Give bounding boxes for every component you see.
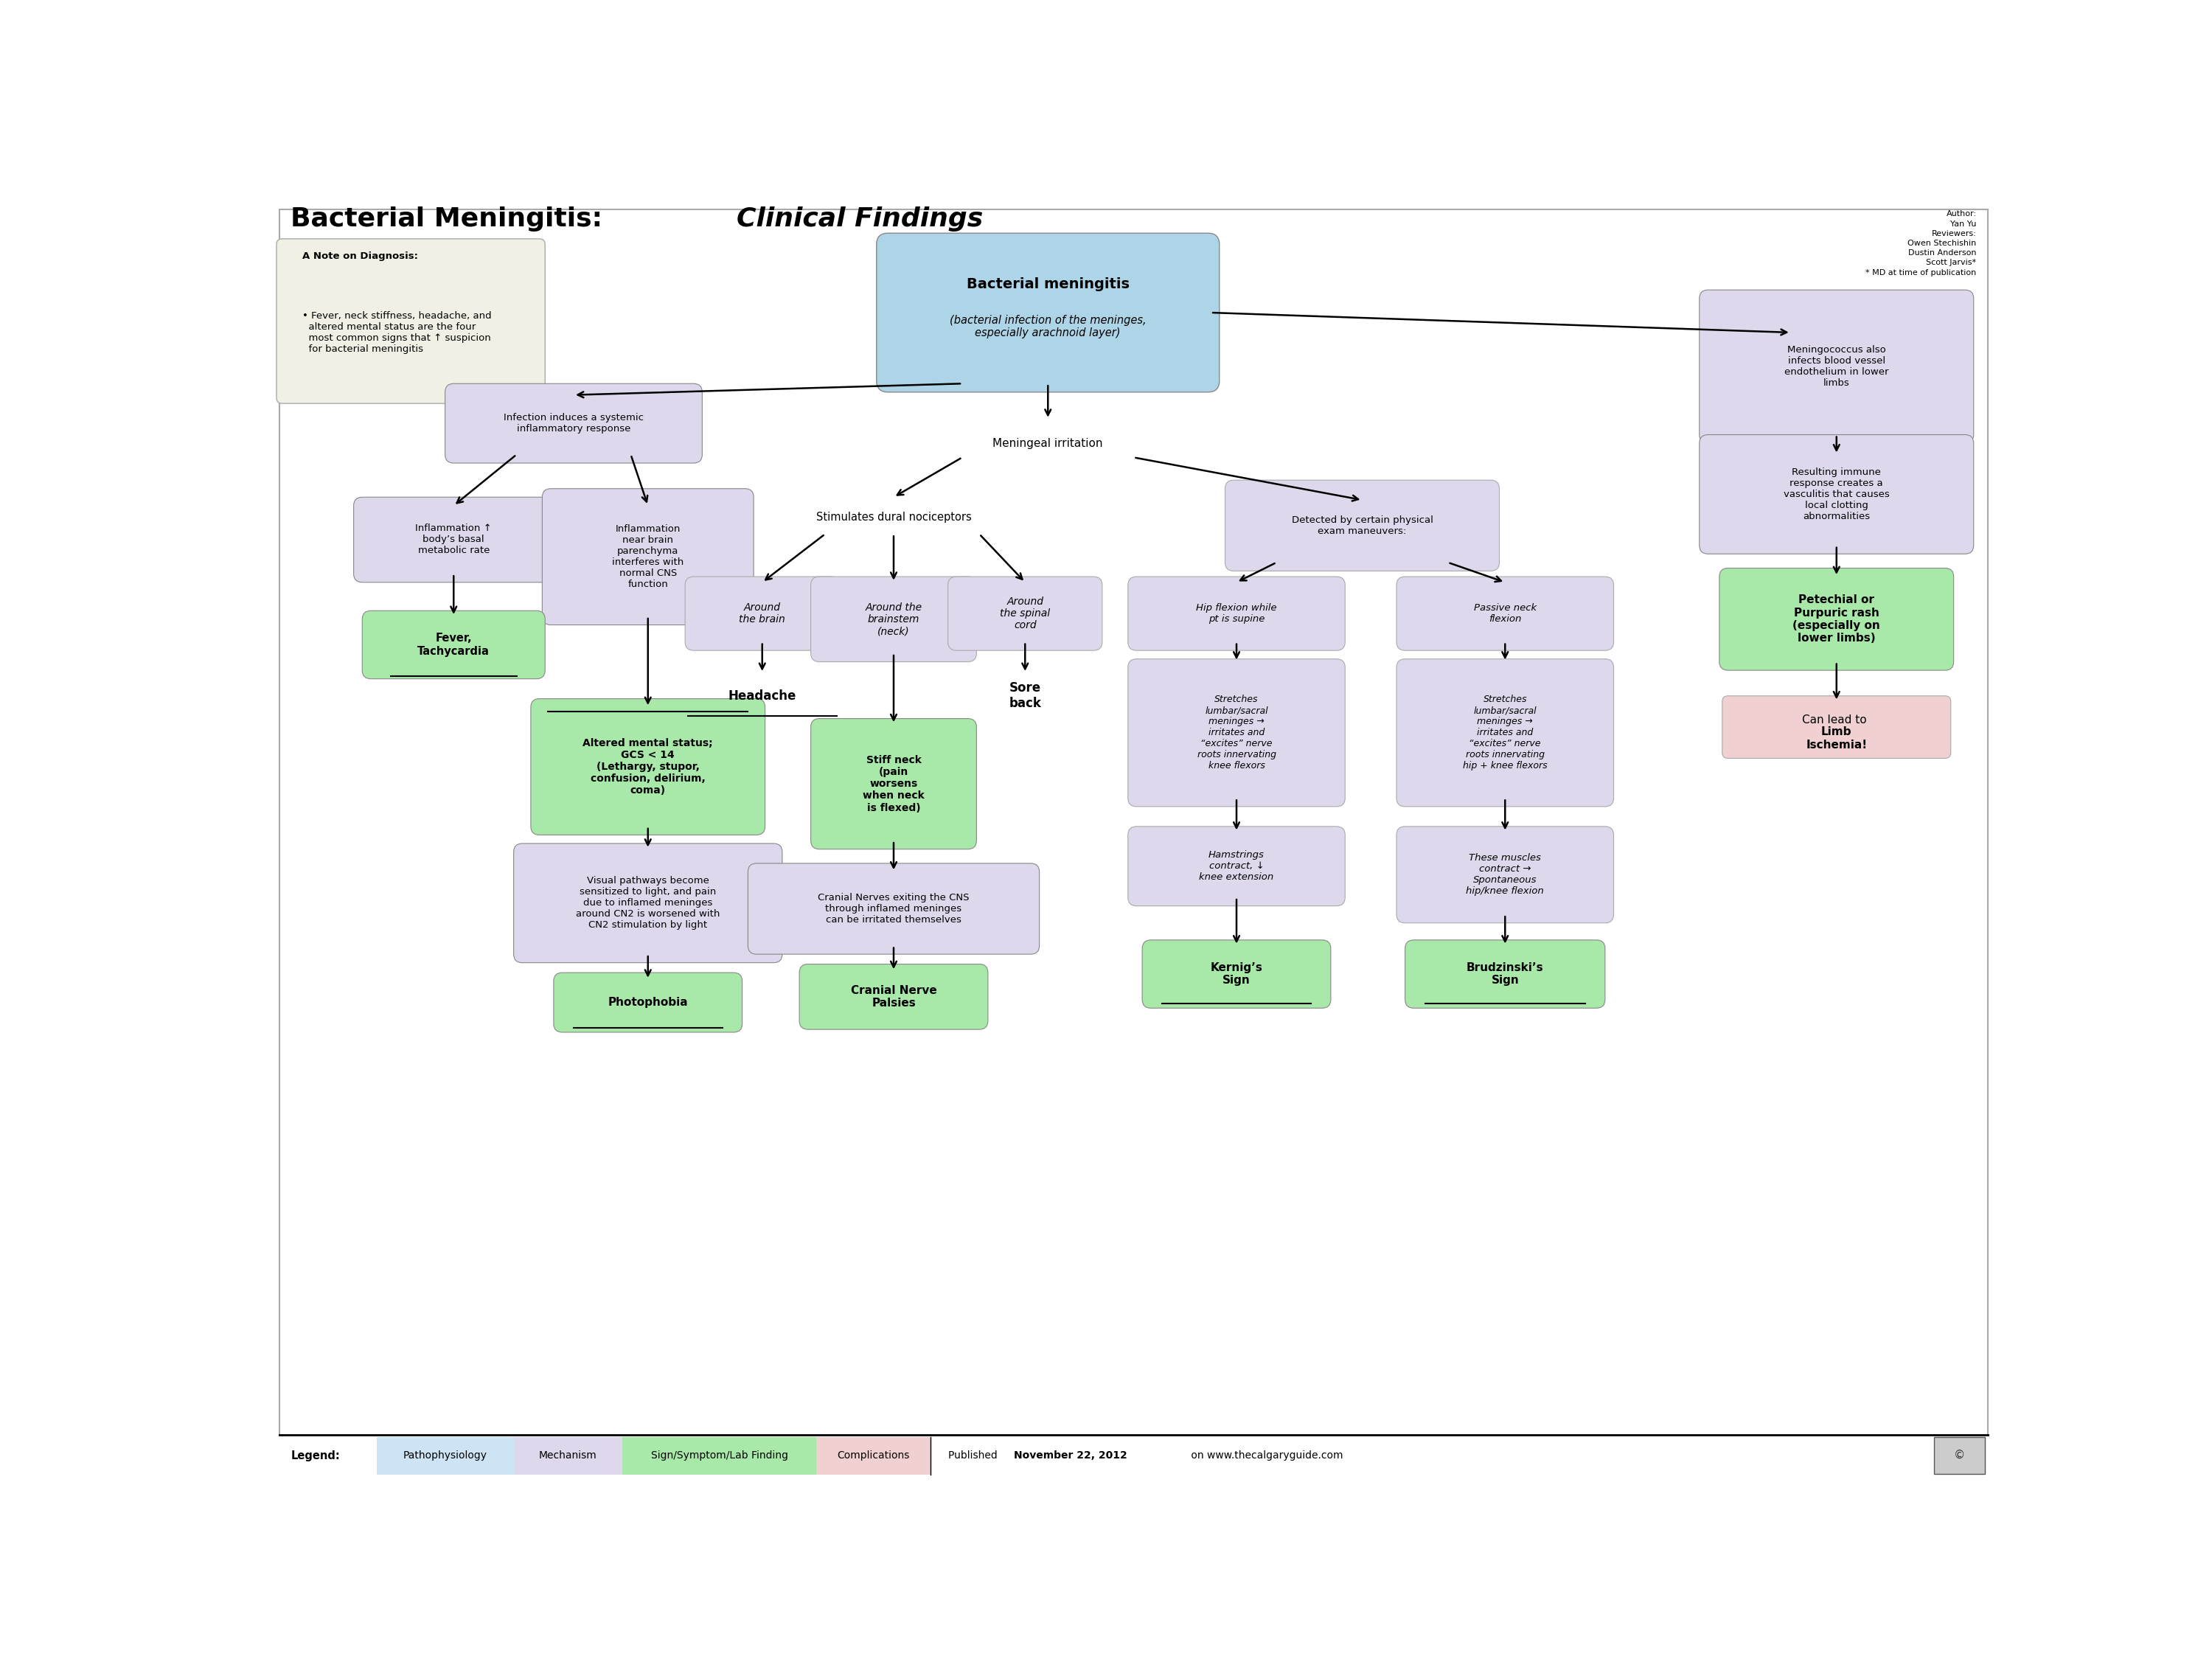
FancyBboxPatch shape: [1699, 290, 1973, 443]
Text: Altered mental status;
GCS < 14
(Lethargy, stupor,
confusion, delirium,
coma): Altered mental status; GCS < 14 (Letharg…: [582, 738, 712, 796]
FancyBboxPatch shape: [949, 577, 1102, 650]
Text: Complications: Complications: [838, 1450, 909, 1460]
Text: Limb
Ischemia!: Limb Ischemia!: [1805, 727, 1867, 750]
Text: Can lead to: Can lead to: [1803, 715, 1871, 725]
FancyBboxPatch shape: [748, 863, 1040, 954]
FancyBboxPatch shape: [531, 698, 765, 834]
Text: Detected by certain physical
exam maneuvers:: Detected by certain physical exam maneuv…: [1292, 516, 1433, 536]
Text: Author:
Yan Yu
Reviewers:
Owen Stechishin
Dustin Anderson
Scott Jarvis*
* MD at : Author: Yan Yu Reviewers: Owen Stechishi…: [1865, 211, 1978, 275]
Text: A Note on Diagnosis:: A Note on Diagnosis:: [303, 251, 418, 260]
Text: Stiff neck
(pain
worsens
when neck
is flexed): Stiff neck (pain worsens when neck is fl…: [863, 755, 925, 813]
Text: Passive neck
flexion: Passive neck flexion: [1473, 604, 1537, 624]
Text: Visual pathways become
sensitized to light, and pain
due to inflamed meninges
ar: Visual pathways become sensitized to lig…: [575, 876, 719, 931]
Text: Meningococcus also
infects blood vessel
endothelium in lower
limbs: Meningococcus also infects blood vessel …: [1785, 345, 1889, 388]
Text: Stimulates dural nociceptors: Stimulates dural nociceptors: [816, 511, 971, 523]
Text: Around
the brain: Around the brain: [739, 602, 785, 625]
FancyBboxPatch shape: [1396, 659, 1613, 806]
Text: Headache: Headache: [728, 688, 796, 702]
Text: Meningeal irritation: Meningeal irritation: [993, 438, 1104, 448]
Text: Hip flexion while
pt is supine: Hip flexion while pt is supine: [1197, 604, 1276, 624]
FancyBboxPatch shape: [1719, 567, 1953, 670]
FancyBboxPatch shape: [513, 843, 783, 962]
Text: Stretches
lumbar/sacral
meninges →
irritates and
“excites” nerve
roots innervati: Stretches lumbar/sacral meninges → irrit…: [1197, 695, 1276, 771]
Text: Kernig’s
Sign: Kernig’s Sign: [1210, 962, 1263, 985]
FancyBboxPatch shape: [1933, 1437, 1984, 1473]
FancyBboxPatch shape: [816, 1437, 931, 1475]
Text: Infection induces a systemic
inflammatory response: Infection induces a systemic inflammator…: [504, 413, 644, 433]
Text: These muscles
contract →
Spontaneous
hip/knee flexion: These muscles contract → Spontaneous hip…: [1467, 853, 1544, 896]
FancyBboxPatch shape: [876, 234, 1219, 392]
FancyBboxPatch shape: [1396, 577, 1613, 650]
FancyBboxPatch shape: [1225, 479, 1500, 571]
FancyBboxPatch shape: [1128, 577, 1345, 650]
FancyBboxPatch shape: [542, 489, 754, 625]
Text: Sign/Symptom/Lab Finding: Sign/Symptom/Lab Finding: [650, 1450, 787, 1460]
FancyBboxPatch shape: [363, 611, 544, 679]
Text: Inflammation ↑
body’s basal
metabolic rate: Inflammation ↑ body’s basal metabolic ra…: [416, 524, 491, 556]
Text: Cranial Nerve
Palsies: Cranial Nerve Palsies: [852, 985, 936, 1009]
FancyBboxPatch shape: [812, 577, 975, 662]
FancyBboxPatch shape: [1405, 941, 1606, 1009]
FancyBboxPatch shape: [445, 383, 701, 463]
Text: Stretches
lumbar/sacral
meninges →
irritates and
“excites” nerve
roots innervati: Stretches lumbar/sacral meninges → irrit…: [1462, 695, 1548, 771]
Text: Resulting immune
response creates a
vasculitis that causes
local clotting
abnorm: Resulting immune response creates a vasc…: [1783, 468, 1889, 521]
FancyBboxPatch shape: [1141, 941, 1332, 1009]
FancyBboxPatch shape: [354, 498, 553, 582]
Text: Sore
back: Sore back: [1009, 682, 1042, 710]
Text: Inflammation
near brain
parenchyma
interferes with
normal CNS
function: Inflammation near brain parenchyma inter…: [613, 524, 684, 589]
Text: Clinical Findings: Clinical Findings: [737, 206, 982, 232]
FancyBboxPatch shape: [1128, 826, 1345, 906]
Text: Hamstrings
contract, ↓
knee extension: Hamstrings contract, ↓ knee extension: [1199, 851, 1274, 883]
Text: Fever,
Tachycardia: Fever, Tachycardia: [418, 632, 489, 657]
FancyBboxPatch shape: [1723, 695, 1951, 758]
FancyBboxPatch shape: [513, 1437, 622, 1475]
Text: • Fever, neck stiffness, headache, and
  altered mental status are the four
  mo: • Fever, neck stiffness, headache, and a…: [303, 312, 491, 353]
Text: November 22, 2012: November 22, 2012: [1013, 1450, 1126, 1460]
Text: Photophobia: Photophobia: [608, 997, 688, 1009]
Text: Brudzinski’s
Sign: Brudzinski’s Sign: [1467, 962, 1544, 985]
FancyBboxPatch shape: [1699, 435, 1973, 554]
Text: ©: ©: [1953, 1450, 1964, 1460]
Text: Petechial or
Purpuric rash
(especially on
lower limbs): Petechial or Purpuric rash (especially o…: [1792, 594, 1880, 644]
FancyBboxPatch shape: [686, 577, 838, 650]
Text: Around the
brainstem
(neck): Around the brainstem (neck): [865, 602, 922, 637]
FancyBboxPatch shape: [1128, 659, 1345, 806]
Text: Bacterial meningitis: Bacterial meningitis: [967, 277, 1130, 292]
FancyBboxPatch shape: [812, 718, 975, 849]
Text: on www.thecalgaryguide.com: on www.thecalgaryguide.com: [1188, 1450, 1343, 1460]
FancyBboxPatch shape: [622, 1437, 816, 1475]
FancyBboxPatch shape: [553, 972, 743, 1032]
FancyBboxPatch shape: [799, 964, 989, 1029]
FancyBboxPatch shape: [376, 1437, 513, 1475]
Text: Mechanism: Mechanism: [540, 1450, 597, 1460]
Text: Bacterial Meningitis:: Bacterial Meningitis:: [290, 206, 613, 232]
Text: Pathophysiology: Pathophysiology: [403, 1450, 487, 1460]
Text: Legend:: Legend:: [290, 1450, 341, 1462]
Text: (bacterial infection of the meninges,
especially arachnoid layer): (bacterial infection of the meninges, es…: [949, 315, 1146, 338]
FancyBboxPatch shape: [1396, 826, 1613, 922]
Text: Around
the spinal
cord: Around the spinal cord: [1000, 597, 1051, 630]
Text: Published: Published: [949, 1450, 1000, 1460]
FancyBboxPatch shape: [276, 239, 544, 403]
Text: Cranial Nerves exiting the CNS
through inflamed meninges
can be irritated themse: Cranial Nerves exiting the CNS through i…: [818, 893, 969, 924]
